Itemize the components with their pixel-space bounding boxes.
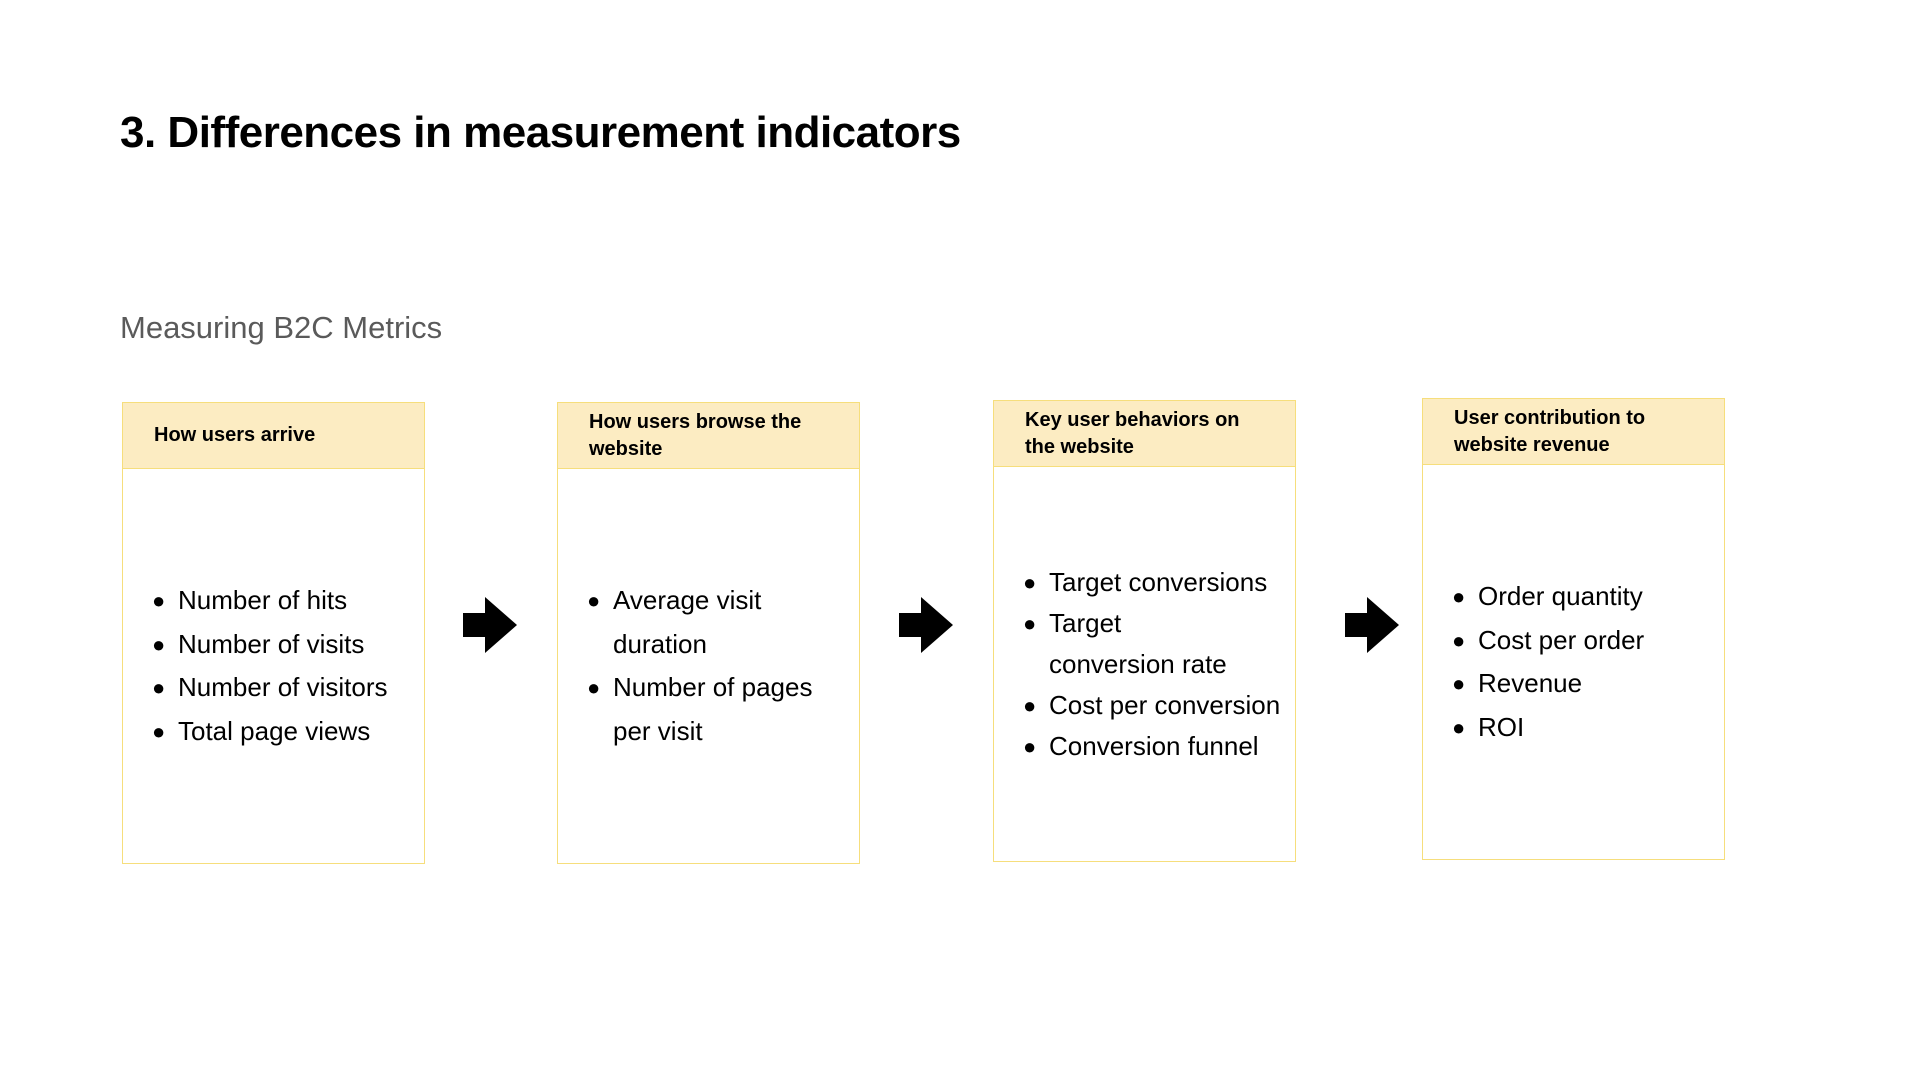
list-item-label: Number of hits xyxy=(178,585,348,615)
card-body: ● Number of hits ● Number of visits ● Numbe… xyxy=(123,469,424,863)
list-item: ● Cost per order xyxy=(1450,619,1644,663)
list-item-label: Number of pages per visit xyxy=(613,672,813,746)
card-how-users-arrive: How users arrive ● Number of hits ● Number… xyxy=(122,402,425,864)
card-body: ● Order quantity ● Cost per order ● Revenue… xyxy=(1423,465,1724,859)
list-item-label: Revenue xyxy=(1478,668,1583,698)
list-item-label: Target conversions xyxy=(1049,566,1268,597)
bullet-icon: ● xyxy=(152,718,166,744)
card-heading: How users browse the website xyxy=(558,403,859,469)
arrow-right-icon xyxy=(1345,597,1399,653)
metric-list: ● Number of hits ● Number of visits ● Numbe… xyxy=(123,579,388,753)
bullet-icon: ● xyxy=(152,588,166,613)
list-item-label: Number of visitors xyxy=(178,672,388,702)
list-item-label: Total page views xyxy=(178,715,371,746)
list-item-label: Cost per order xyxy=(1478,624,1645,655)
metric-list: ● Order quantity ● Cost per order ● Revenue… xyxy=(1423,575,1644,749)
list-item: ● Number of hits xyxy=(150,579,388,623)
bullet-icon: ● xyxy=(1452,584,1466,609)
bullet-icon: ● xyxy=(152,631,166,657)
list-item-label: Cost per conversion xyxy=(1049,689,1281,720)
list-item: ● Conversion funnel xyxy=(1021,726,1291,767)
list-item: ● Target conversion rate xyxy=(1021,603,1291,685)
bullet-icon: ● xyxy=(1023,692,1037,718)
card-heading: User contribution to website revenue xyxy=(1423,399,1724,465)
list-item-label: ROI xyxy=(1478,711,1525,742)
list-item: ● Number of visitors xyxy=(150,666,388,710)
list-item-label: Number of visits xyxy=(178,628,365,659)
list-item: ● Total page views xyxy=(150,710,388,754)
list-item: ● Average visit duration xyxy=(585,579,815,666)
card-user-contribution: User contribution to website revenue ● Or… xyxy=(1422,398,1725,860)
list-item: ● Order quantity xyxy=(1450,575,1644,619)
list-item-label: Conversion funnel xyxy=(1049,730,1259,761)
metric-list: ● Target conversions ● Target conversion r… xyxy=(994,562,1291,767)
bullet-icon: ● xyxy=(152,675,166,700)
page-title: 3. Differences in measurement indicators xyxy=(120,108,961,157)
bullet-icon: ● xyxy=(1023,610,1037,636)
bullet-icon: ● xyxy=(587,588,601,613)
list-item-label: Average visit duration xyxy=(613,585,762,659)
bullet-icon: ● xyxy=(1023,569,1037,595)
card-body: ● Average visit duration ● Number of pages… xyxy=(558,469,859,863)
list-item: ● Number of visits xyxy=(150,623,388,667)
section-subtitle: Measuring B2C Metrics xyxy=(120,310,443,345)
bullet-icon: ● xyxy=(1452,671,1466,696)
card-heading: Key user behaviors on the website xyxy=(994,401,1295,467)
list-item: ● ROI xyxy=(1450,706,1644,750)
metric-list: ● Average visit duration ● Number of pages… xyxy=(558,579,815,753)
card-body: ● Target conversions ● Target conversion r… xyxy=(994,467,1295,861)
card-heading: How users arrive xyxy=(123,403,424,469)
list-item: ● Target conversions xyxy=(1021,562,1291,603)
list-item-label: Order quantity xyxy=(1478,581,1643,611)
card-how-users-browse: How users browse the website ● Average vi… xyxy=(557,402,860,864)
list-item-label: Target conversion rate xyxy=(1049,607,1227,679)
list-item: ● Cost per conversion xyxy=(1021,685,1291,726)
arrow-right-icon xyxy=(463,597,517,653)
bullet-icon: ● xyxy=(1452,714,1466,740)
bullet-icon: ● xyxy=(587,675,601,700)
list-item: ● Number of pages per visit xyxy=(585,666,815,753)
arrow-right-icon xyxy=(899,597,953,653)
bullet-icon: ● xyxy=(1023,733,1037,759)
card-key-user-behaviors: Key user behaviors on the website ● Targe… xyxy=(993,400,1296,862)
list-item: ● Revenue xyxy=(1450,662,1644,706)
bullet-icon: ● xyxy=(1452,627,1466,653)
